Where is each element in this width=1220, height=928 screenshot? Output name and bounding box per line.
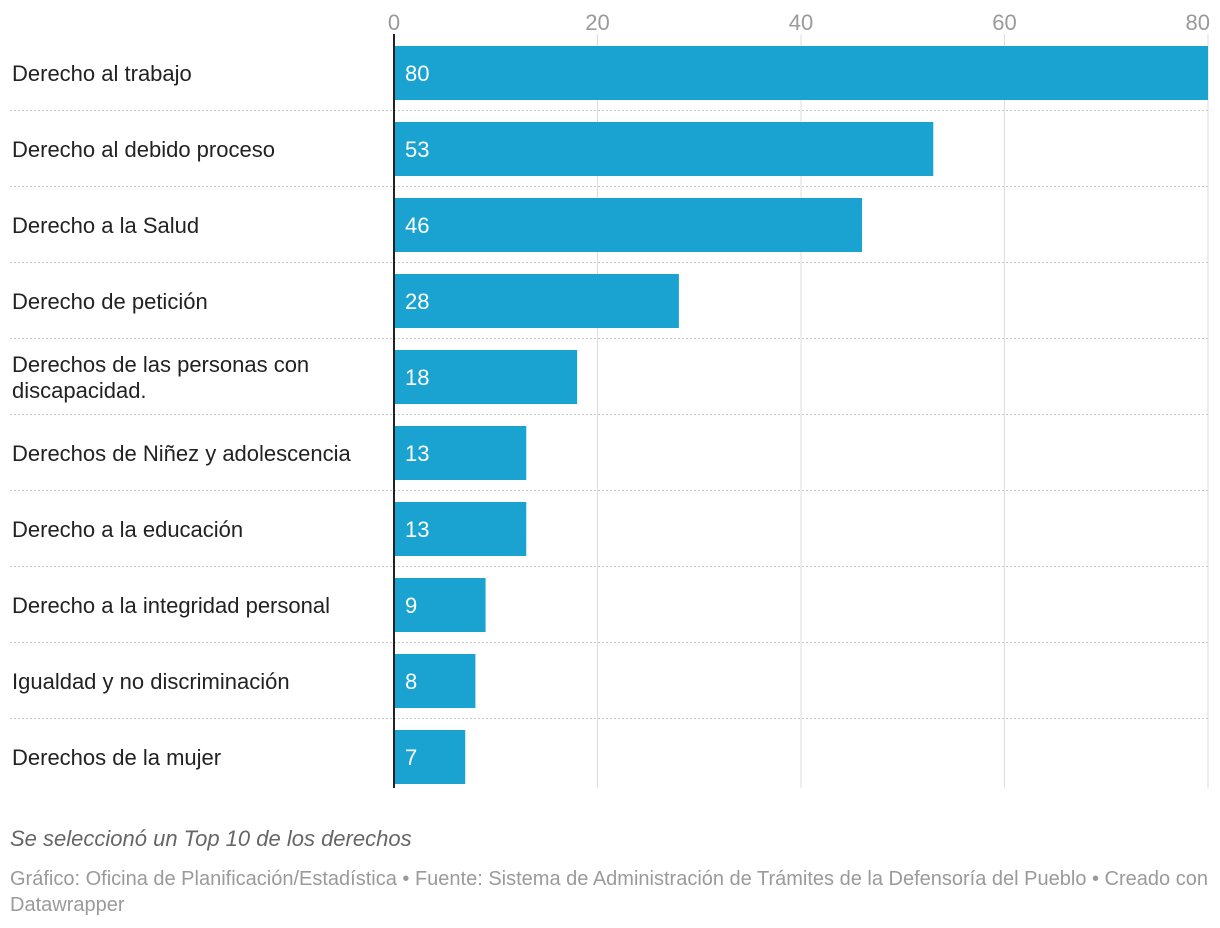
bar-value-label: 28 bbox=[405, 289, 429, 314]
category-label-line: Igualdad y no discriminación bbox=[12, 669, 290, 694]
category-label-line: Derecho a la integridad personal bbox=[12, 593, 330, 618]
bar bbox=[394, 654, 476, 708]
bar-value-label: 13 bbox=[405, 441, 429, 466]
bar-value-label: 7 bbox=[405, 745, 417, 770]
category-label-line: Derecho al trabajo bbox=[12, 61, 192, 86]
bar-value-label: 9 bbox=[405, 593, 417, 618]
category-label: Igualdad y no discriminación bbox=[12, 669, 290, 694]
category-label-line: Derecho de petición bbox=[12, 289, 208, 314]
category-label-line: Derecho a la Salud bbox=[12, 213, 199, 238]
bar bbox=[394, 730, 466, 784]
bar bbox=[394, 46, 1208, 100]
bar-value-labels: 80 53 46 28 18 13 13 9 8 7 bbox=[405, 61, 429, 770]
chart-footer: Gráfico: Oficina de Planificación/Estadí… bbox=[10, 868, 1208, 916]
x-tick-label: 60 bbox=[992, 10, 1016, 35]
category-label: Derechos de la mujer bbox=[12, 745, 221, 770]
category-label-line: Derechos de las personas con bbox=[12, 352, 309, 377]
bar-value-label: 80 bbox=[405, 61, 429, 86]
bar bbox=[394, 274, 679, 328]
category-label: Derechos de Niñez y adolescencia bbox=[12, 441, 352, 466]
chart-note: Se seleccionó un Top 10 de los derechos bbox=[10, 826, 412, 851]
x-tick-label: 20 bbox=[585, 10, 609, 35]
category-label-line: Derecho al debido proceso bbox=[12, 137, 275, 162]
category-label-line: Derecho a la educación bbox=[12, 517, 243, 542]
bar bbox=[394, 502, 527, 556]
bar bbox=[394, 350, 578, 404]
bar bbox=[394, 426, 527, 480]
bar-value-label: 46 bbox=[405, 213, 429, 238]
bar-value-label: 18 bbox=[405, 365, 429, 390]
bar bbox=[394, 122, 934, 176]
bar bbox=[394, 578, 486, 632]
category-label: Derecho al debido proceso bbox=[12, 137, 275, 162]
bar-value-label: 53 bbox=[405, 137, 429, 162]
x-tick-label: 80 bbox=[1186, 10, 1210, 35]
x-tick-label: 40 bbox=[789, 10, 813, 35]
category-label-line: discapacidad. bbox=[12, 378, 147, 403]
bar-chart: 0 20 40 60 80 Derecho al trabajo Derecho al d… bbox=[10, 10, 1210, 788]
category-label: Derecho a la educación bbox=[12, 517, 243, 542]
category-label: Derecho a la integridad personal bbox=[12, 593, 330, 618]
category-label-line: Derechos de Niñez y adolescencia bbox=[12, 441, 352, 466]
bar bbox=[394, 198, 863, 252]
category-label: Derechos de las personas con discapacidad… bbox=[12, 352, 309, 403]
category-label: Derecho de petición bbox=[12, 289, 208, 314]
bar-value-label: 8 bbox=[405, 669, 417, 694]
category-label: Derecho a la Salud bbox=[12, 213, 199, 238]
bar-value-label: 13 bbox=[405, 517, 429, 542]
x-axis-ticks: 0 20 40 60 80 bbox=[388, 10, 1210, 35]
category-label: Derecho al trabajo bbox=[12, 61, 192, 86]
bars bbox=[394, 46, 1208, 784]
x-tick-label: 0 bbox=[388, 10, 400, 35]
category-labels: Derecho al trabajo Derecho al debido proc… bbox=[12, 61, 352, 770]
category-label-line: Derechos de la mujer bbox=[12, 745, 221, 770]
